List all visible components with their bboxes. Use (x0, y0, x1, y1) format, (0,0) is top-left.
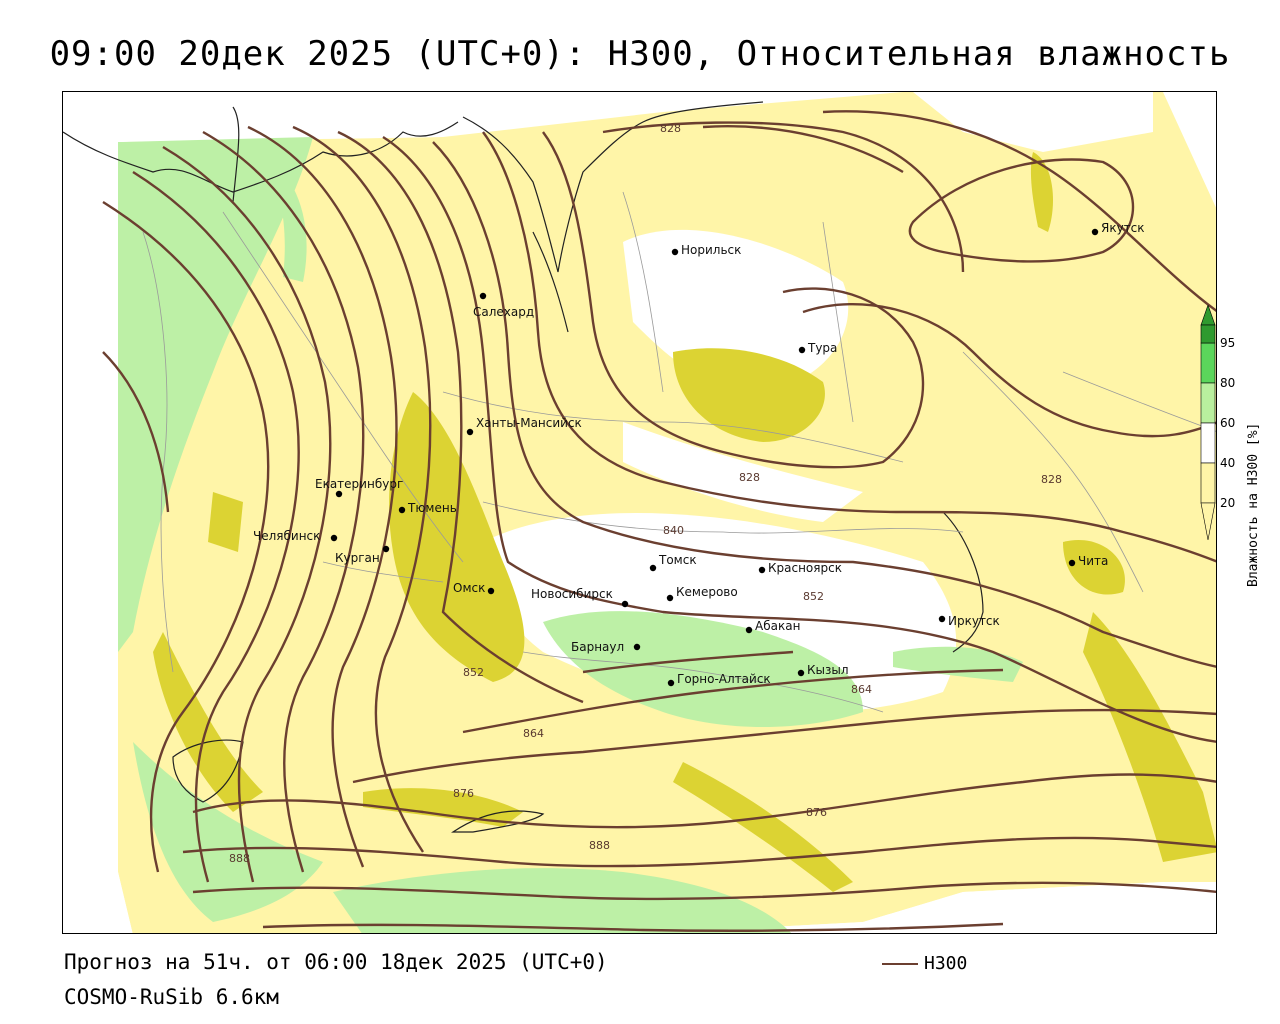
city-yekaterinburg: Екатеринбург (315, 477, 403, 498)
humidity-field-humid (118, 137, 1023, 933)
legend-title: Влажность на H300 [%] (1246, 422, 1261, 587)
city-tyumen: Тюмень (398, 501, 457, 515)
city-gorno-altaysk: Горно-Алтайск (667, 672, 771, 687)
city-kurgan: Курган (335, 545, 390, 565)
contour-label: 876 (453, 787, 474, 800)
contour-label: 888 (589, 839, 610, 852)
humidity-field-light (118, 92, 1216, 933)
map-panel: 828 828 828 840 852 852 864 864 876 876 … (62, 91, 1217, 934)
svg-text:Омск: Омск (453, 581, 485, 595)
city-tura: Тура (798, 341, 837, 355)
contour-label: 828 (1041, 473, 1062, 486)
city-barnaul: Барнаул (571, 640, 641, 654)
contour-label: 852 (803, 590, 824, 603)
humidity-legend: 95 80 60 40 20 (1200, 305, 1235, 541)
contour-label: 864 (523, 727, 544, 740)
city-omsk: Омск (453, 581, 495, 595)
svg-text:Челябинск: Челябинск (253, 529, 320, 543)
legend-swatch-20-40 (1200, 462, 1216, 504)
contour-legend-label: H300 (924, 953, 968, 974)
contour-label: 828 (660, 122, 681, 135)
map-title: 09:00 20дек 2025 (UTC+0): H300, Относите… (49, 34, 1231, 74)
city-markers: Норильск Якутск Салехард Тура Ханты-Манс… (253, 221, 1145, 687)
svg-text:Тюмень: Тюмень (407, 501, 457, 515)
svg-text:Тура: Тура (807, 341, 837, 355)
svg-text:Абакан: Абакан (755, 619, 800, 633)
contour-legend-swatch (882, 962, 918, 965)
svg-text:Курган: Курган (335, 551, 380, 565)
legend-swatch-60-80 (1200, 382, 1216, 424)
svg-text:Томск: Томск (658, 553, 697, 567)
contour-label: 852 (463, 666, 484, 679)
coastline-and-borders (63, 101, 984, 833)
svg-text:Новосибирск: Новосибирск (531, 587, 613, 601)
city-chelyabinsk: Челябинск (253, 529, 338, 543)
city-novosibirsk: Новосибирск (531, 587, 629, 608)
legend-tick: 40 (1220, 456, 1235, 470)
model-name: COSMO-RuSib 6.6км (64, 985, 279, 1009)
city-abakan: Абакан (745, 619, 800, 634)
svg-text:Ханты-Мансийск: Ханты-Мансийск (476, 416, 582, 430)
contour-labels: 828 828 828 840 852 852 864 864 876 876 … (229, 122, 1062, 865)
legend-top-arrow (1200, 305, 1216, 326)
city-tomsk: Томск (649, 553, 697, 572)
legend-tick: 20 (1220, 496, 1235, 510)
svg-text:Екатеринбург: Екатеринбург (315, 477, 403, 491)
contour-label: 828 (739, 471, 760, 484)
svg-text:Горно-Алтайск: Горно-Алтайск (677, 672, 771, 686)
h300-contours (102, 110, 1216, 932)
legend-swatch-40-60 (1200, 422, 1216, 464)
city-chita: Чита (1068, 554, 1108, 568)
legend-bottom-arrow (1200, 502, 1216, 541)
contour-label: 840 (663, 524, 684, 537)
legend-tick: 95 (1220, 336, 1235, 350)
city-yakutsk: Якутск (1091, 221, 1145, 236)
city-irkutsk: Иркутск (938, 614, 1000, 628)
legend-tick: 80 (1220, 376, 1235, 390)
city-khanty-mansiysk: Ханты-Мансийск (466, 416, 582, 436)
contour-label: 864 (851, 683, 872, 696)
contour-label: 888 (229, 852, 250, 865)
city-kemerovo: Кемерово (666, 585, 738, 602)
legend-swatch-95-plus (1200, 324, 1216, 344)
city-kyzyl: Кызыл (797, 663, 849, 677)
legend-tick: 60 (1220, 416, 1235, 430)
legend-swatch-80-95 (1200, 342, 1216, 384)
weather-map: 828 828 828 840 852 852 864 864 876 876 … (63, 92, 1216, 933)
svg-text:Салехард: Салехард (473, 305, 534, 319)
city-norilsk: Норильск (671, 243, 741, 257)
svg-text:Барнаул: Барнаул (571, 640, 624, 654)
city-krasnoyarsk: Красноярск (758, 561, 842, 575)
contour-legend: H300 (882, 953, 967, 974)
region-borders (142, 191, 1216, 713)
contour-label: 876 (806, 806, 827, 819)
svg-text:Кемерово: Кемерово (676, 585, 738, 599)
svg-text:Якутск: Якутск (1101, 221, 1145, 235)
svg-text:Иркутск: Иркутск (948, 614, 1000, 628)
svg-text:Кызыл: Кызыл (807, 663, 849, 677)
svg-text:Норильск: Норильск (681, 243, 741, 257)
svg-text:Чита: Чита (1078, 554, 1108, 568)
forecast-info: Прогноз на 51ч. от 06:00 18дек 2025 (UTC… (64, 950, 608, 974)
svg-text:Красноярск: Красноярск (768, 561, 842, 575)
city-salekhard: Салехард (473, 292, 534, 319)
